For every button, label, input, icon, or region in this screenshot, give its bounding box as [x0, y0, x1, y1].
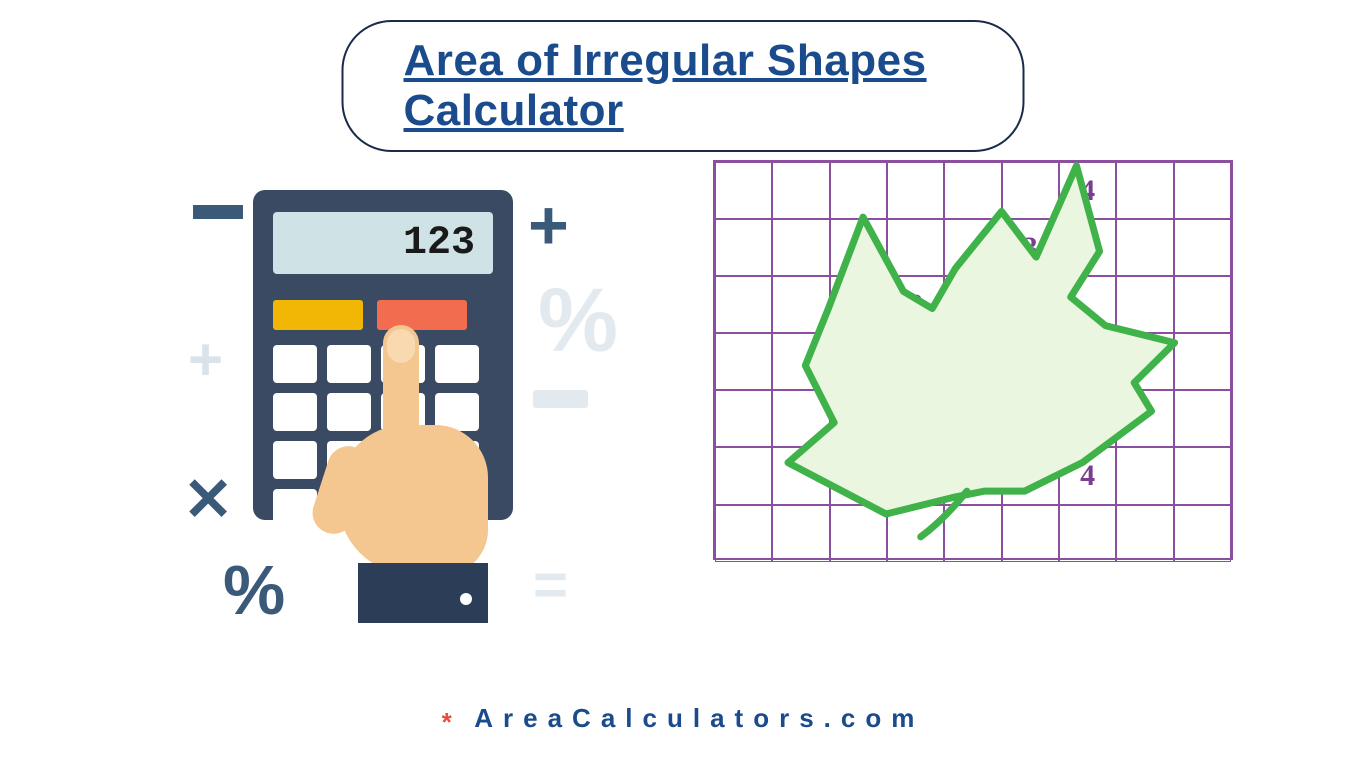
grid-cell — [1116, 447, 1173, 504]
grid-cell — [1174, 219, 1231, 276]
content-row: + + % 123 — [0, 150, 1366, 630]
percent-faded-icon: % — [538, 270, 618, 373]
title-container: Area of Irregular Shapes Calculator — [342, 20, 1025, 152]
irregular-shape-grid: 4434331331113311144444 — [713, 160, 1233, 560]
square-grid: 4434331331113311144444 — [713, 160, 1233, 560]
grid-cell — [715, 390, 772, 447]
grid-cell — [887, 505, 944, 562]
asterisk-icon: * — [442, 707, 452, 737]
grid-cell — [944, 162, 1001, 219]
grid-cell — [1116, 390, 1173, 447]
grid-cell: 3 — [1059, 333, 1116, 390]
grid-cell — [1002, 162, 1059, 219]
grid-cell: 1 — [1002, 333, 1059, 390]
grid-cell — [715, 162, 772, 219]
grid-cell — [715, 276, 772, 333]
grid-cell: 1 — [887, 333, 944, 390]
grid-cell — [1174, 276, 1231, 333]
grid-cell: 1 — [1002, 390, 1059, 447]
grid-cell: 3 — [887, 276, 944, 333]
grid-cell — [830, 447, 887, 504]
footer: * AreaCalculators.com — [0, 703, 1366, 738]
grid-cell — [772, 333, 829, 390]
grid-cell — [830, 162, 887, 219]
grid-cell — [772, 505, 829, 562]
grid-cell — [715, 505, 772, 562]
hand-icon — [328, 325, 508, 635]
grid-cell — [772, 390, 829, 447]
grid-cell: 4 — [1059, 219, 1116, 276]
grid-cell: 1 — [944, 333, 1001, 390]
grid-cell: 3 — [830, 333, 887, 390]
grid-cell — [1059, 505, 1116, 562]
calculator-key — [273, 441, 317, 479]
grid-cell: 4 — [944, 447, 1001, 504]
grid-cell — [1116, 162, 1173, 219]
calculator-display: 123 — [273, 212, 493, 274]
page-title: Area of Irregular Shapes Calculator — [404, 36, 963, 136]
grid-cell — [1116, 333, 1173, 390]
plus-faded-icon: + — [188, 325, 223, 394]
grid-cell: 1 — [944, 276, 1001, 333]
grid-cell: 4 — [1059, 390, 1116, 447]
grid-cell: 3 — [1002, 276, 1059, 333]
grid-cell — [772, 447, 829, 504]
grid-cell — [944, 505, 1001, 562]
grid-cell — [830, 505, 887, 562]
plus-icon: + — [528, 185, 569, 265]
grid-cell — [715, 447, 772, 504]
grid-cell: 4 — [1059, 447, 1116, 504]
grid-cell — [1002, 505, 1059, 562]
calculator-key — [273, 345, 317, 383]
equals-faded-icon: = — [533, 550, 560, 619]
grid-cell: 4 — [1002, 447, 1059, 504]
grid-cell — [1116, 505, 1173, 562]
grid-cell — [887, 219, 944, 276]
grid-cell — [715, 219, 772, 276]
minus-faded-icon — [533, 390, 588, 408]
grid-cell — [1174, 447, 1231, 504]
minus-icon — [193, 205, 243, 219]
grid-cell — [772, 219, 829, 276]
grid-cell: 3 — [1002, 219, 1059, 276]
grid-cell: 3 — [830, 276, 887, 333]
grid-cell — [715, 333, 772, 390]
grid-cell: 4 — [830, 219, 887, 276]
grid-cell — [1116, 219, 1173, 276]
grid-cell — [1174, 505, 1231, 562]
multiply-icon: ✕ — [183, 465, 233, 535]
grid-cell — [772, 276, 829, 333]
grid-cell — [1174, 333, 1231, 390]
grid-cell — [1059, 276, 1116, 333]
grid-cell — [944, 219, 1001, 276]
grid-cell — [887, 162, 944, 219]
percent-icon: % — [223, 550, 285, 630]
grid-cell — [772, 162, 829, 219]
grid-cell: 1 — [887, 390, 944, 447]
grid-cell — [1116, 276, 1173, 333]
calculator-key — [273, 393, 317, 431]
grid-cell: 1 — [944, 390, 1001, 447]
grid-cell: 4 — [887, 447, 944, 504]
grid-cell: 4 — [1059, 162, 1116, 219]
grid-cell — [1174, 162, 1231, 219]
site-name: AreaCalculators.com — [474, 703, 924, 733]
calculator-key — [273, 489, 317, 527]
calculator-illustration: + + % 123 — [133, 150, 593, 630]
grid-cell — [1174, 390, 1231, 447]
grid-cell: 3 — [830, 390, 887, 447]
